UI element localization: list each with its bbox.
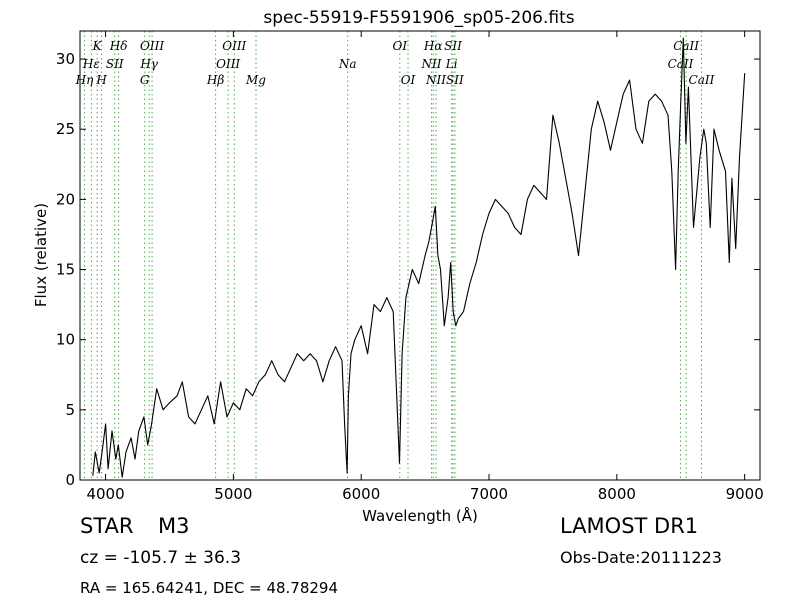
line-label: H (95, 73, 107, 87)
emission-line-markers (83, 31, 702, 480)
line-label: CaII (689, 73, 715, 87)
line-label: CaII (673, 39, 699, 53)
y-tick-label: 5 (65, 401, 75, 419)
x-axis-label: Wavelength (Å) (362, 506, 478, 525)
line-label: OI (393, 39, 408, 53)
line-label: Hγ (139, 57, 158, 71)
y-axis-ticks: 0 5 10 15 20 25 30 (56, 50, 760, 489)
x-tick-label: 5000 (214, 485, 252, 503)
line-label: OI (401, 73, 416, 87)
x-tick-label: 9000 (726, 485, 764, 503)
line-label: SII (444, 39, 462, 53)
line-label: Mg (245, 73, 266, 87)
line-label: Li (445, 57, 458, 71)
y-tick-label: 10 (56, 331, 75, 349)
x-tick-label: 8000 (598, 485, 636, 503)
emission-line-labels: Hη Hε K H SII Hδ G Hγ OIII Hβ OIII OIII Mg Na OI OI NII H… (75, 39, 715, 87)
line-label: SII (106, 57, 124, 71)
observation-date: Obs-Date:20111223 (560, 548, 722, 567)
y-tick-label: 30 (56, 50, 75, 68)
y-tick-label: 20 (56, 190, 75, 208)
survey-name: LAMOST DR1 (560, 514, 699, 538)
line-label: Hη (75, 73, 94, 87)
line-label: OIII (216, 57, 240, 71)
line-label: SII (446, 73, 464, 87)
redshift-value: cz = -105.7 ± 36.3 (80, 548, 242, 568)
x-tick-label: 6000 (342, 485, 380, 503)
object-subclass: M3 (158, 514, 190, 538)
y-tick-label: 25 (56, 120, 75, 138)
line-label: NII (425, 73, 446, 87)
line-label: Hβ (206, 73, 224, 87)
line-label: CaII (668, 57, 694, 71)
line-label: Hδ (109, 39, 128, 53)
line-label: G (140, 73, 150, 87)
x-tick-label: 7000 (470, 485, 508, 503)
line-label: OIII (222, 39, 246, 53)
line-label: Hε (82, 57, 100, 71)
x-tick-label: 4000 (86, 485, 124, 503)
line-label: Na (338, 57, 357, 71)
object-class: STAR (80, 514, 134, 538)
sky-position: RA = 165.64241, DEC = 48.78294 (80, 579, 339, 597)
x-axis-ticks: 4000 5000 6000 7000 8000 9000 (86, 31, 764, 503)
y-tick-label: 15 (56, 261, 75, 279)
line-label: NII (421, 57, 442, 71)
plot-frame (79, 30, 761, 481)
line-label: OIII (140, 39, 164, 53)
line-label: K (92, 39, 103, 53)
line-label: Hα (423, 39, 443, 53)
y-tick-label: 0 (65, 471, 75, 489)
spectrum-line (92, 37, 746, 478)
chart-title: spec-55919-F5591906_sp05-206.fits (263, 8, 574, 28)
y-axis-label: Flux (relative) (32, 203, 50, 307)
